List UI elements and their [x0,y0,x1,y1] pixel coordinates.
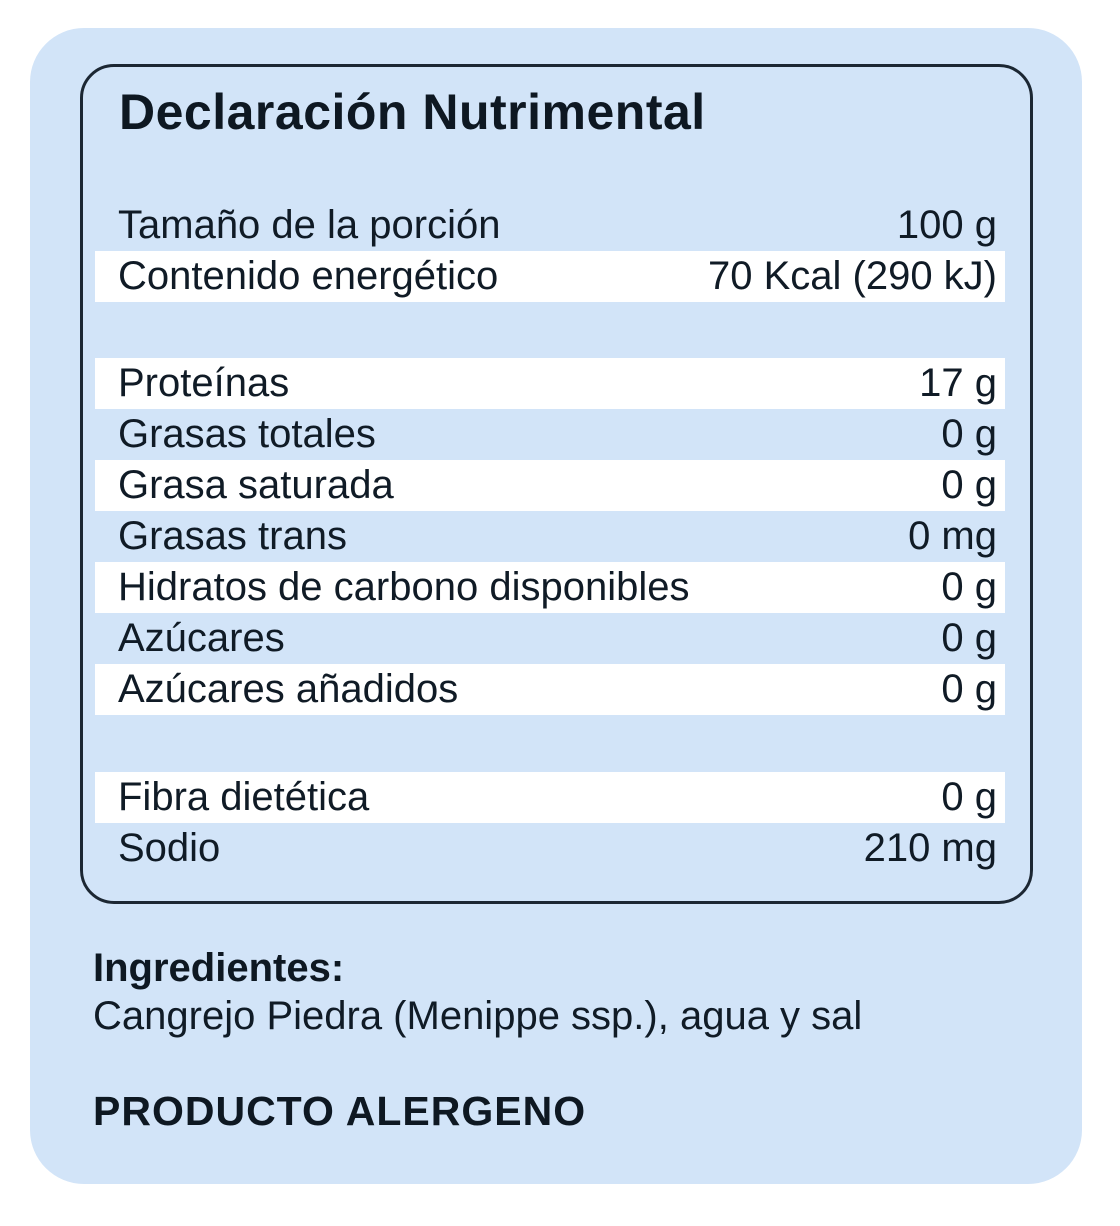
row-value: 0 g [941,463,997,507]
row-protein: Proteínas 17 g [95,358,1005,409]
row-value: 0 g [941,667,997,711]
row-label: Proteínas [118,361,290,405]
row-saturated-fat: Grasa saturada 0 g [95,460,1005,511]
row-value: 0 g [941,616,997,660]
row-label: Sodio [118,826,221,870]
row-label: Contenido energético [118,254,499,298]
row-energy: Contenido energético 70 Kcal (290 kJ) [95,251,1005,302]
row-label: Azúcares [118,616,285,660]
row-label: Tamaño de la porción [118,203,501,247]
nutrition-rows: Tamaño de la porción 100 g Contenido ene… [83,200,1030,874]
row-value: 210 mg [863,826,997,870]
row-value: 0 g [941,565,997,609]
row-serving-size: Tamaño de la porción 100 g [95,200,1005,251]
row-label: Grasa saturada [118,463,394,507]
row-value: 0 mg [908,514,997,558]
ingredients-heading: Ingredientes: [93,946,345,990]
row-value: 0 g [941,412,997,456]
row-label: Grasas trans [118,514,347,558]
row-value: 0 g [941,775,997,819]
row-total-fat: Grasas totales 0 g [95,409,1005,460]
row-value: 70 Kcal (290 kJ) [707,254,997,298]
section-gap [83,302,1030,358]
section-gap [83,715,1030,772]
row-trans-fat: Grasas trans 0 mg [95,511,1005,562]
row-label: Hidratos de carbono disponibles [118,565,690,609]
row-sodium: Sodio 210 mg [95,823,1005,874]
row-fiber: Fibra dietética 0 g [95,772,1005,823]
row-value: 17 g [919,361,997,405]
ingredients-text: Cangrejo Piedra (Menippe ssp.), agua y s… [93,994,863,1038]
nutrition-label-card: Declaración Nutrimental Tamaño de la por… [30,28,1082,1184]
row-carbohydrates: Hidratos de carbono disponibles 0 g [95,562,1005,613]
row-added-sugars: Azúcares añadidos 0 g [95,664,1005,715]
row-label: Grasas totales [118,412,376,456]
label-title: Declaración Nutrimental [119,84,706,140]
row-sugars: Azúcares 0 g [95,613,1005,664]
nutrition-facts-box: Declaración Nutrimental Tamaño de la por… [80,64,1033,904]
allergen-warning: PRODUCTO ALERGENO [93,1088,587,1134]
row-label: Fibra dietética [118,775,370,819]
row-label: Azúcares añadidos [118,667,459,711]
row-value: 100 g [896,203,997,247]
